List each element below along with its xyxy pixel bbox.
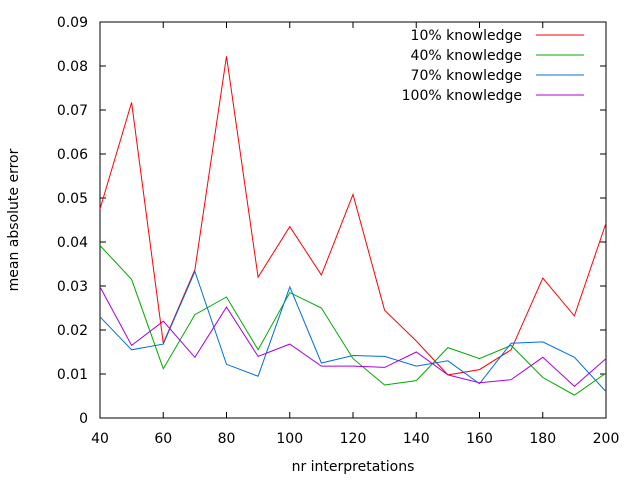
x-tick-label: 120: [340, 431, 367, 447]
x-tick-label: 60: [154, 431, 172, 447]
y-tick-label: 0.07: [57, 103, 88, 119]
x-tick-label: 40: [91, 431, 109, 447]
legend-label: 70% knowledge: [411, 68, 522, 84]
y-axis-title: mean absolute error: [6, 148, 22, 291]
legend-label: 40% knowledge: [411, 48, 522, 64]
x-axis-title: nr interpretations: [292, 459, 415, 475]
legend-label: 100% knowledge: [402, 88, 522, 104]
x-tick-label: 200: [593, 431, 620, 447]
x-tick-label: 180: [529, 431, 556, 447]
series-line-2: [99, 270, 607, 392]
y-tick-label: 0.08: [57, 59, 88, 75]
y-tick-label: 0.05: [57, 191, 88, 207]
series-lines: [99, 56, 607, 396]
x-tick-label: 80: [218, 431, 236, 447]
series-line-0: [99, 56, 607, 376]
legend-label: 10% knowledge: [411, 28, 522, 44]
legend: 10% knowledge 40% knowledge 70% knowledge 1…: [402, 28, 584, 104]
y-tick-label: 0.04: [57, 235, 88, 251]
y-tick-label: 0.09: [57, 15, 88, 31]
y-axis-ticks: 0 0.01 0.02 0.03 0.04 0.05 0.06 0.07 0.08 0.09: [57, 15, 606, 427]
y-tick-label: 0.01: [57, 367, 88, 383]
x-tick-label: 160: [466, 431, 493, 447]
x-tick-label: 100: [276, 431, 303, 447]
series-line-3: [99, 286, 607, 387]
y-tick-label: 0.03: [57, 279, 88, 295]
y-tick-label: 0: [79, 411, 88, 427]
x-tick-label: 140: [403, 431, 430, 447]
y-tick-label: 0.06: [57, 147, 88, 163]
series-line-1: [99, 245, 607, 396]
x-axis-ticks: 40 60 80 100 120 140 160 180 200: [91, 22, 619, 447]
y-tick-label: 0.02: [57, 323, 88, 339]
